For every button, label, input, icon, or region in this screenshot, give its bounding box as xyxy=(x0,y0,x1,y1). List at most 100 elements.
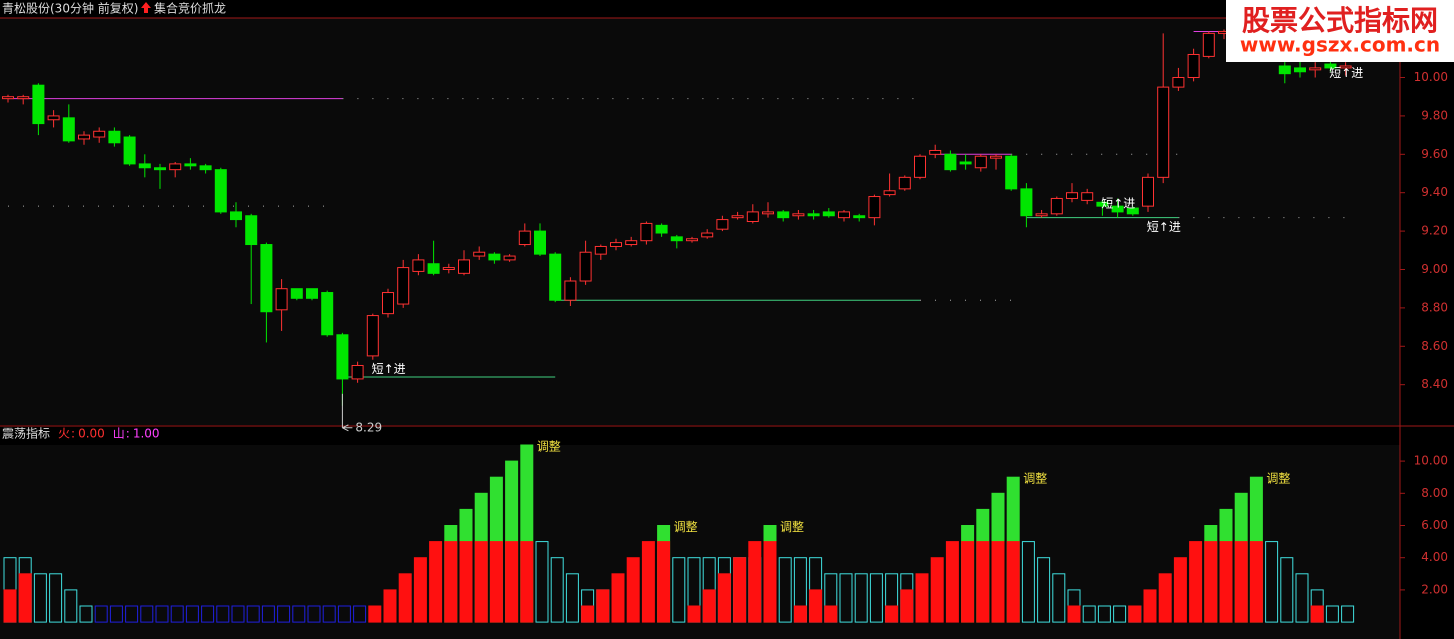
y-tick-label: 9.00 xyxy=(1421,262,1448,276)
annotation: 调整 xyxy=(780,519,804,534)
annotation: 调整 xyxy=(537,439,561,454)
bar xyxy=(717,573,731,623)
candle-body xyxy=(564,280,577,301)
annotation: 短↑进 xyxy=(372,362,406,376)
bar xyxy=(155,605,169,623)
candle-body xyxy=(1202,32,1215,57)
bar xyxy=(900,589,914,623)
y-tick-label: 2.00 xyxy=(1421,582,1448,596)
candle-body xyxy=(260,244,273,313)
bar xyxy=(1097,605,1111,623)
candle-body xyxy=(610,242,622,247)
bar xyxy=(94,605,108,623)
y-tick-label: 8.60 xyxy=(1421,339,1448,353)
bar xyxy=(3,589,17,623)
bar xyxy=(611,573,625,623)
candle-body xyxy=(1339,65,1352,69)
watermark-title: 股票公式指标网 xyxy=(1242,4,1438,37)
candle-body xyxy=(1142,176,1154,207)
bar xyxy=(550,557,564,623)
candle-body xyxy=(1309,67,1322,71)
y-tick-label: 9.20 xyxy=(1421,224,1448,238)
candle-body xyxy=(625,240,638,246)
candle-body xyxy=(534,230,546,255)
indicator-title: 震荡指标 xyxy=(2,426,50,441)
candle-body xyxy=(503,255,516,261)
bar xyxy=(809,589,823,623)
candle-body xyxy=(746,211,759,222)
candle-body xyxy=(1324,63,1337,69)
y-tick-label: 4.00 xyxy=(1421,550,1448,564)
candle-body xyxy=(868,196,881,219)
candle-body xyxy=(959,161,972,165)
legend-sep: : xyxy=(71,427,75,441)
bar xyxy=(109,605,123,623)
bar xyxy=(1082,605,1096,623)
candle-body xyxy=(1081,192,1094,201)
bar xyxy=(201,605,215,623)
candle-body xyxy=(473,251,486,257)
candle-body xyxy=(1278,65,1291,75)
candle-body xyxy=(2,96,14,100)
candle-body xyxy=(47,115,60,121)
candle-body xyxy=(640,222,653,242)
candle-body xyxy=(62,117,75,142)
annotation: 调整 xyxy=(1023,471,1047,486)
watermark-box xyxy=(1226,0,1454,62)
candle-body xyxy=(822,211,835,217)
bar xyxy=(976,541,990,623)
bar xyxy=(915,573,929,623)
candle-body xyxy=(108,130,121,144)
candle-body xyxy=(1157,86,1170,178)
candle-body xyxy=(762,211,774,215)
bar xyxy=(383,589,397,623)
chart-title: 青松股份(30分钟 前复权) xyxy=(2,1,138,16)
bar xyxy=(185,605,199,623)
bar xyxy=(1219,541,1233,623)
candle-body xyxy=(169,163,182,171)
candle-body xyxy=(199,165,212,171)
price-panel xyxy=(0,18,1400,425)
bar xyxy=(1173,557,1187,623)
bar xyxy=(33,573,47,623)
bar xyxy=(246,605,260,623)
candle-body xyxy=(442,267,455,270)
bar xyxy=(49,573,63,623)
bar xyxy=(125,605,139,623)
bar xyxy=(413,557,427,623)
bar xyxy=(1006,541,1020,623)
legend-name: 火 xyxy=(58,427,70,441)
candle-body xyxy=(321,292,334,336)
candle-body xyxy=(1172,77,1185,88)
bar xyxy=(216,605,230,623)
candle-body xyxy=(1005,155,1018,190)
bar xyxy=(459,541,473,623)
candle-body xyxy=(306,288,318,299)
bar xyxy=(1325,605,1339,623)
bar xyxy=(824,605,838,623)
y-tick-label: 6.00 xyxy=(1421,518,1448,532)
candle-body xyxy=(336,334,349,380)
candle-body xyxy=(427,263,440,274)
bar xyxy=(322,605,336,623)
bar xyxy=(945,541,959,623)
bar xyxy=(991,541,1005,623)
y-tick-label: 9.40 xyxy=(1421,185,1448,199)
bar xyxy=(1067,605,1081,623)
bar xyxy=(79,605,93,623)
candle-body xyxy=(792,213,805,217)
candle-body xyxy=(777,211,790,219)
candle-body xyxy=(929,149,942,155)
candle-body xyxy=(351,364,364,380)
bar xyxy=(1341,605,1355,623)
candle-body xyxy=(458,259,470,274)
bar xyxy=(1280,557,1294,623)
bar xyxy=(140,605,154,623)
bar xyxy=(292,605,306,623)
bar xyxy=(778,557,792,623)
legend-sep: : xyxy=(126,427,130,441)
bar xyxy=(170,605,184,623)
bar xyxy=(398,573,412,623)
